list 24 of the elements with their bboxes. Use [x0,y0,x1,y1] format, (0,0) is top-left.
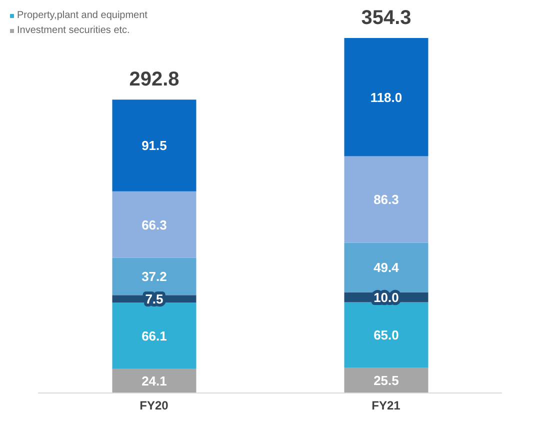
data-label: 91.5 [142,138,167,154]
data-label: 24.1 [142,374,167,389]
data-label: 7.5 [145,292,164,307]
data-label: 66.3 [142,217,167,232]
data-label: 86.3 [374,192,399,208]
bar [112,191,196,258]
bar [112,100,196,192]
bar [112,302,196,369]
total-label: 292.8 [129,68,180,91]
data-label: 49.4 [374,260,400,276]
data-label: 10.0 [374,290,399,305]
x-tick-label: FY21 [372,398,401,413]
legend-label: Property,plant and equipment [16,9,148,23]
data-label: 25.5 [374,372,399,388]
data-label: 37.2 [142,269,167,284]
bar [344,302,428,368]
bar [344,156,428,243]
total-label: 354.3 [361,7,412,29]
data-label: 66.1 [142,328,167,344]
legend-label: Investment securities etc. [16,24,131,38]
bar [344,38,428,156]
x-tick-label: FY20 [140,398,169,413]
data-label: 65.0 [374,328,399,343]
data-label: 118.0 [370,90,402,105]
